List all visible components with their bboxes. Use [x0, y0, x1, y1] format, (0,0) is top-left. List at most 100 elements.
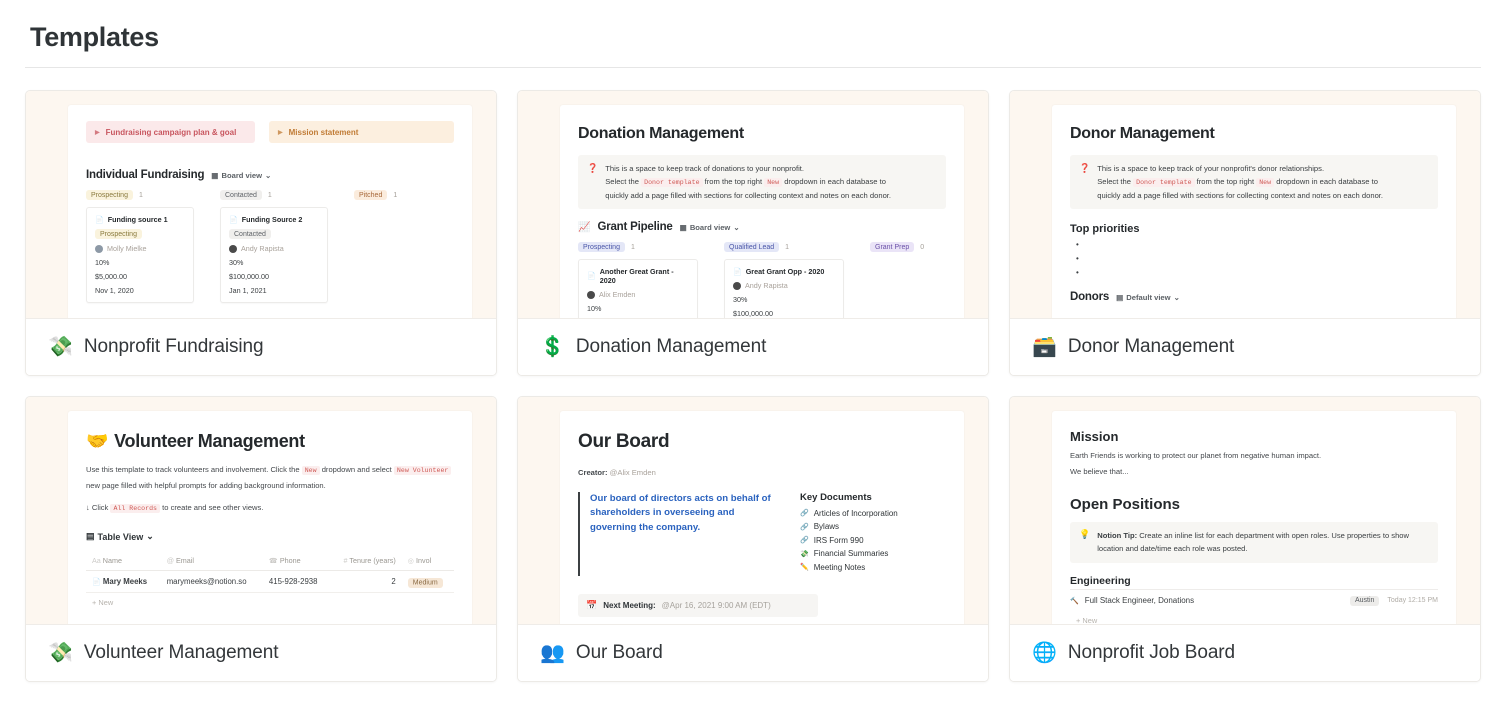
column-header: Qualified Lead 1 — [724, 242, 844, 253]
card-title: Our Board — [575, 642, 663, 663]
callout-line-3: quickly add a page filled with sections … — [1097, 190, 1384, 200]
page-title: Templates — [30, 22, 159, 52]
template-card-nonprofit-fundraising[interactable]: ▶ Fundraising campaign plan & goal ▶ Mis… — [25, 90, 497, 376]
column-header: Pitched 1 — [354, 190, 462, 200]
column-header-tenure[interactable]: # Tenure (years) — [330, 551, 402, 572]
table-view-icon: ▤ — [86, 531, 95, 542]
board-card-person-row: Andy Rapista — [229, 244, 319, 253]
card-title: Donation Management — [575, 336, 767, 357]
board-card[interactable]: 📄 Great Grant Opp - 2020 Andy Rapista 30… — [724, 259, 844, 318]
person-name: Andy Rapista — [745, 281, 788, 291]
tip-body: Notion Tip: Create an inline list for ea… — [1097, 529, 1429, 556]
inline-code: New — [301, 466, 320, 475]
date-value: Jan 1, 2021 — [229, 286, 267, 295]
heading-text: Volunteer Management — [114, 431, 305, 451]
board-card[interactable]: 📄 Funding source 1 Prospecting Molly Mie… — [86, 207, 194, 303]
board-quote: Our board of directors acts on behalf of… — [578, 491, 774, 577]
card-preview: 🤝 Volunteer Management Use this template… — [26, 397, 496, 625]
column-header-email[interactable]: @ Email — [160, 551, 263, 572]
mission-line-1: Earth Friends is working to protect our … — [1070, 451, 1322, 460]
status-chip: Contacted — [229, 229, 271, 239]
banner-mission-statement: ▶ Mission statement — [269, 121, 454, 143]
light-bulb-icon: 💡 — [1079, 529, 1091, 540]
card-preview: Mission Earth Friends is working to prot… — [1010, 397, 1480, 625]
list-item[interactable]: 🔗 Articles of Incorporation — [800, 508, 898, 518]
tip-label: Notion Tip: — [1097, 531, 1138, 541]
column-header: Contacted 1 — [220, 190, 328, 200]
callout-line-1: This is a space to keep track of donatio… — [605, 164, 805, 173]
column-header-involvement[interactable]: ◎ Invol — [401, 551, 454, 572]
board-card-name: Great Grant Opp - 2020 — [745, 267, 825, 277]
chevron-down-icon: ⌄ — [146, 531, 154, 542]
column-header: Prospecting 1 — [578, 242, 698, 253]
board-card-person-row: Alix Emden — [587, 290, 689, 299]
new-row-button[interactable]: + New — [92, 598, 114, 608]
link-icon: 🔗 — [800, 510, 809, 518]
list-item[interactable]: 🔗 IRS Form 990 — [800, 535, 864, 545]
board-card[interactable]: 📄 Funding Source 2 Contacted Andy Rapist… — [220, 207, 328, 303]
intro-paragraph-2: new page filled with helpful prompts for… — [86, 480, 326, 490]
card-title: Volunteer Management — [83, 642, 279, 663]
column-header-process[interactable]: ☰ Process — [1195, 312, 1287, 318]
involvement-chip: Medium — [407, 577, 443, 588]
column-count: 1 — [785, 243, 790, 251]
list-item[interactable]: 🔗 Bylaws — [800, 522, 840, 532]
preview-document: Mission Earth Friends is working to prot… — [1052, 411, 1456, 624]
table-row[interactable]: 📄 Mary Meeks marymeeks@notion.so 415-928… — [86, 570, 454, 594]
board-card[interactable]: 📄 Another Great Grant - 2020 Alix Emden … — [578, 259, 698, 318]
board-view: Prospecting 1 📄 Funding source 1 Prospec… — [86, 190, 454, 303]
column-count: 1 — [630, 243, 635, 251]
template-card-volunteer-management[interactable]: 🤝 Volunteer Management Use this template… — [25, 396, 497, 682]
template-card-our-board[interactable]: Our Board Creator: @Alix Emden Our board… — [517, 396, 989, 682]
pencil-icon: ✏️ — [800, 564, 809, 572]
card-footer[interactable]: 👥 Our Board — [518, 625, 988, 681]
template-card-donor-management[interactable]: Donor Management ❓ This is a space to ke… — [1009, 90, 1481, 376]
status-chip: Pitched — [354, 190, 388, 200]
open-positions-heading: Open Positions — [1070, 496, 1181, 514]
board-card-title-row: 📄 Another Great Grant - 2020 — [587, 267, 689, 285]
list-item[interactable]: 💸 Financial Summaries — [800, 549, 889, 559]
column-header-phone[interactable]: ☎ Phone — [262, 551, 331, 572]
board-card-person-row: Andy Rapista — [733, 281, 835, 290]
job-list-item[interactable]: 🔨 Full Stack Engineer, Donations Austin … — [1070, 588, 1438, 611]
view-selector[interactable]: ▤ Table View ⌄ — [86, 531, 154, 542]
column-header: Grant Prep 0 — [870, 242, 964, 253]
new-row-button[interactable]: + New — [1076, 615, 1098, 624]
preview-document: Our Board Creator: @Alix Emden Our board… — [560, 411, 964, 624]
column-header: Prospecting 1 — [86, 190, 194, 200]
view-selector[interactable]: ▦ Board view ⌄ — [211, 171, 271, 180]
page-icon: 📄 — [92, 579, 101, 587]
card-footer[interactable]: 💸 Volunteer Management — [26, 625, 496, 681]
board-card-status-row: Contacted — [229, 229, 319, 239]
view-selector[interactable]: ▤ Default view ⌄ — [1116, 293, 1180, 302]
column-header-name[interactable]: Aa Name — [86, 551, 161, 572]
column-header-donor-name[interactable]: Aa Donor Name — [1070, 312, 1196, 318]
chart-increasing-icon: 📈 — [578, 222, 591, 234]
inline-code: New Volunteer — [393, 466, 452, 475]
column-header-date[interactable]: ▤ Date — [1286, 312, 1358, 318]
list-item[interactable]: ✏️ Meeting Notes — [800, 562, 866, 572]
top-priorities-heading: Top priorities — [1070, 223, 1140, 236]
volunteers-table: Aa Name @ Email ☎ Phone # Tenure (years)… — [86, 551, 454, 594]
inline-code: All Records — [110, 504, 161, 514]
card-footer[interactable]: 💸 Nonprofit Fundraising — [26, 319, 496, 375]
column-header-phase[interactable]: ☰ Phase — [1357, 312, 1438, 318]
board-card-title-row: 📄 Funding source 1 — [95, 215, 185, 224]
template-card-nonprofit-job-board[interactable]: Mission Earth Friends is working to prot… — [1009, 396, 1481, 682]
template-card-donation-management[interactable]: Donation Management ❓ This is a space to… — [517, 90, 989, 376]
percent-value: 10% — [587, 304, 602, 314]
bullet-item: • — [1076, 254, 1079, 264]
board-columns: Our board of directors acts on behalf of… — [578, 491, 946, 577]
callout: ❓ This is a space to keep track of donat… — [578, 155, 946, 210]
creator-line: Creator: @Alix Emden — [578, 468, 656, 477]
inline-code: Donor template — [1133, 178, 1195, 188]
link-icon: 🔗 — [800, 537, 809, 545]
card-footer[interactable]: 🗃️ Donor Management — [1010, 319, 1480, 375]
card-footer[interactable]: 🌐 Nonprofit Job Board — [1010, 625, 1480, 681]
database-name: Grant Pipeline — [597, 221, 673, 234]
view-selector[interactable]: ▦ Board view ⌄ — [680, 223, 740, 232]
card-footer[interactable]: 💲 Donation Management — [518, 319, 988, 375]
database-title-donors: Donors ▤ Default view ⌄ — [1070, 291, 1438, 303]
next-meeting-callout: 📅 Next Meeting: @Apr 16, 2021 9:00 AM (E… — [578, 594, 818, 618]
